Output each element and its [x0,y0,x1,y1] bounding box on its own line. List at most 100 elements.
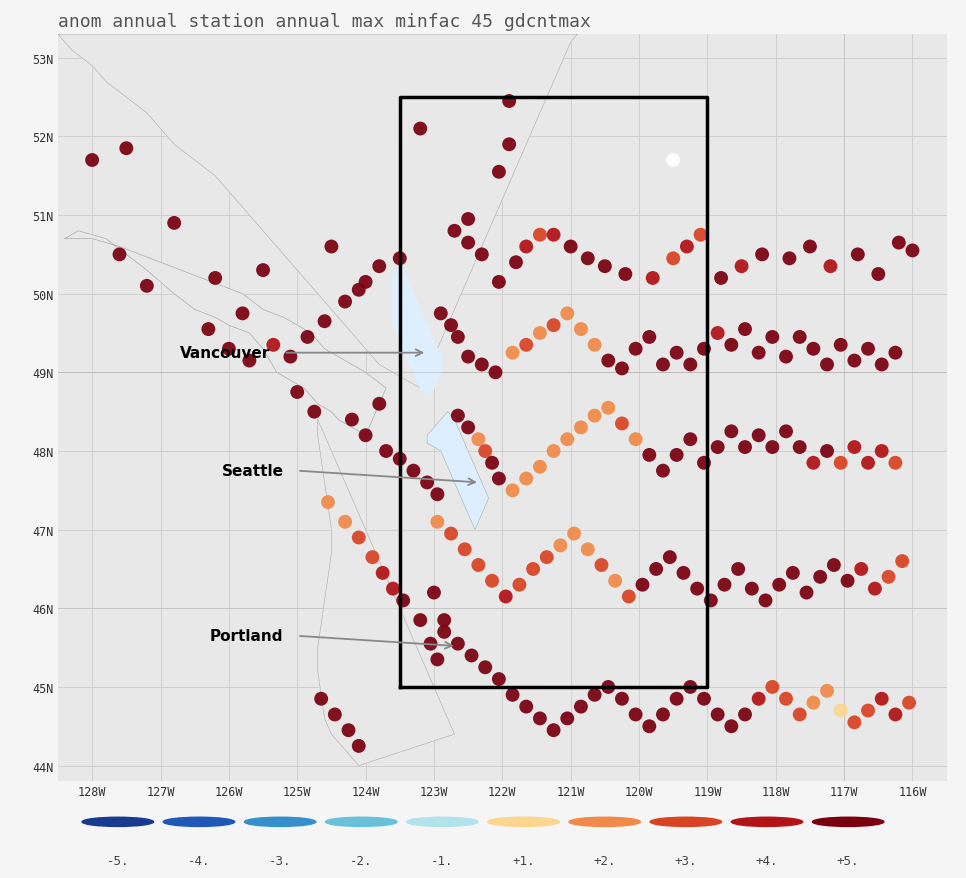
Point [357,276,373,290]
Point [365,551,381,565]
Text: Portland: Portland [210,629,284,644]
Point [491,276,506,290]
Point [470,558,486,572]
Point [299,330,315,344]
Point [666,154,681,168]
Point [477,660,493,674]
Point [781,252,797,266]
Point [819,444,835,458]
Point [519,338,534,352]
Point [724,719,739,733]
Point [779,350,794,364]
Point [737,441,753,455]
Point [573,700,588,714]
Point [491,673,506,687]
Point [112,248,128,263]
Text: -4.: -4. [187,854,211,867]
Point [474,248,490,263]
Point [443,319,459,333]
Point [888,346,903,360]
Point [505,688,521,702]
Point [255,263,270,277]
Point [208,271,223,285]
Point [532,711,548,725]
Point [806,342,821,356]
Point [751,692,766,706]
Point [437,625,452,639]
Point [519,241,534,255]
Text: -3.: -3. [269,854,292,867]
Point [430,515,445,529]
Point [484,457,499,471]
Point [519,472,534,486]
Point [874,444,890,458]
Point [573,323,588,337]
Point [446,225,462,239]
Point [628,708,643,722]
Ellipse shape [812,817,884,826]
Point [792,708,808,722]
Point [139,279,155,293]
Point [846,354,862,368]
Point [895,554,910,568]
Point [621,590,637,604]
Point [833,338,848,352]
Text: -5.: -5. [106,854,129,867]
Point [450,637,466,651]
Point [861,457,876,471]
Point [379,444,394,458]
Point [546,228,561,242]
Point [508,255,524,270]
Text: -1.: -1. [431,854,454,867]
Point [683,680,698,694]
Point [737,323,753,337]
Point [539,551,554,565]
Polygon shape [58,35,578,389]
Point [802,241,817,255]
Point [587,338,603,352]
Point [785,566,801,580]
Point [505,484,521,498]
Point [641,330,657,344]
Point [437,614,452,628]
Point [751,428,766,443]
Point [512,578,527,592]
Point [392,452,408,466]
Point [84,154,99,168]
Point [765,330,781,344]
Point [461,236,476,250]
Point [641,719,657,733]
Point [587,409,603,423]
Point [344,413,359,427]
Point [559,433,575,447]
Point [792,441,808,455]
Polygon shape [427,412,489,530]
Point [668,346,684,360]
Point [806,696,821,710]
Point [608,574,623,588]
Point [823,260,838,274]
Point [819,358,835,372]
Polygon shape [65,232,386,435]
Point [464,649,479,663]
Ellipse shape [82,817,154,826]
Point [450,330,466,344]
Point [372,260,387,274]
Point [491,472,506,486]
Point [519,700,534,714]
Point [546,319,561,333]
Point [324,241,339,255]
Point [628,342,643,356]
Point [819,684,835,698]
Point [423,637,439,651]
Point [905,244,921,258]
Point [532,460,548,474]
Text: +3.: +3. [674,854,697,867]
Point [559,307,575,321]
Point [470,433,486,447]
Point [635,578,650,592]
Point [594,558,610,572]
Point [754,248,770,263]
Point [566,527,582,541]
Point [201,323,216,337]
